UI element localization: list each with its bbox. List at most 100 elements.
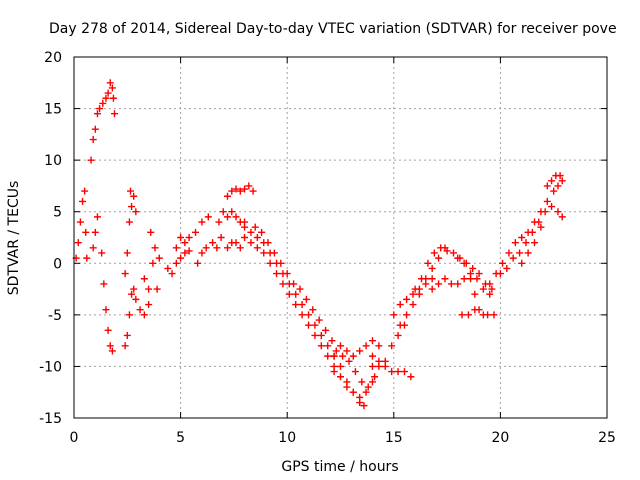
data-point: [132, 295, 140, 303]
data-point: [403, 295, 411, 303]
data-point: [82, 228, 90, 236]
data-point: [153, 285, 161, 293]
data-point: [155, 254, 163, 262]
data-point: [548, 203, 556, 211]
data-point: [111, 110, 119, 118]
data-point: [394, 331, 402, 339]
data-point: [93, 213, 101, 221]
data-point: [328, 337, 336, 345]
data-point: [554, 208, 562, 216]
data-point: [128, 203, 136, 211]
y-tick-label: 10: [44, 153, 62, 169]
data-point: [292, 301, 300, 309]
data-point: [236, 244, 244, 252]
data-point: [172, 259, 180, 267]
data-point: [332, 347, 340, 355]
x-tick-labels: 0 5 10 15 20 25: [70, 430, 616, 446]
data-point: [535, 218, 543, 226]
data-point: [473, 275, 481, 283]
data-point: [253, 234, 261, 241]
data-point: [305, 311, 313, 319]
data-point: [81, 187, 89, 195]
data-point: [400, 368, 408, 376]
data-point: [505, 249, 513, 257]
data-point: [518, 259, 526, 267]
x-tick-label: 0: [70, 430, 79, 446]
data-point: [418, 275, 426, 283]
y-axis-label: SDTVAR / TECUs: [6, 181, 22, 296]
y-tick-label: -15: [39, 411, 62, 427]
data-point: [192, 228, 200, 236]
data-point: [409, 290, 417, 298]
data-point: [245, 182, 253, 190]
data-point: [479, 285, 487, 293]
data-point: [428, 275, 436, 283]
data-point: [279, 280, 287, 288]
data-point: [87, 156, 95, 164]
data-point: [356, 347, 364, 355]
data-point: [249, 187, 257, 195]
data-point: [339, 352, 347, 360]
data-point: [475, 270, 483, 278]
x-tick-label: 20: [491, 430, 509, 446]
data-point: [283, 270, 291, 278]
data-point: [315, 316, 323, 324]
data-point: [358, 378, 366, 386]
data-point: [224, 213, 232, 221]
data-point: [100, 280, 108, 288]
data-point: [460, 275, 468, 283]
data-point: [251, 223, 259, 231]
data-point: [371, 373, 379, 381]
data-point: [149, 259, 157, 267]
data-point: [471, 306, 479, 314]
data-point: [516, 249, 524, 257]
y-tick-label: 0: [53, 256, 62, 272]
data-point: [241, 223, 249, 231]
data-point: [241, 234, 249, 241]
data-point: [469, 264, 477, 272]
x-tick-label: 10: [278, 430, 296, 446]
data-point: [121, 342, 129, 350]
data-point: [185, 234, 193, 241]
data-point: [102, 94, 110, 102]
data-point: [181, 239, 189, 247]
data-point: [424, 259, 432, 267]
data-point: [396, 321, 404, 329]
data-point: [99, 99, 107, 107]
data-point: [528, 228, 536, 236]
data-point: [499, 259, 507, 267]
data-point: [388, 342, 396, 350]
data-point: [403, 311, 411, 319]
data-point: [345, 357, 353, 365]
data-point: [428, 264, 436, 272]
data-point: [488, 285, 496, 293]
data-point: [449, 249, 457, 257]
data-point: [224, 244, 232, 252]
data-point: [194, 259, 202, 267]
data-point: [83, 254, 91, 262]
data-point: [181, 249, 189, 257]
data-point: [467, 270, 475, 278]
data-point: [343, 383, 351, 391]
data-point: [104, 326, 112, 334]
data-point: [430, 249, 438, 257]
data-point: [324, 352, 332, 360]
data-point: [258, 228, 266, 236]
data-point: [486, 290, 494, 298]
data-point: [437, 244, 445, 252]
y-tick-label: 20: [44, 50, 62, 66]
data-point: [296, 285, 304, 293]
data-point: [102, 306, 110, 314]
data-point: [311, 331, 319, 339]
data-point: [136, 306, 144, 314]
data-point: [490, 311, 498, 319]
data-point: [241, 185, 249, 193]
data-point: [130, 192, 138, 200]
data-point: [253, 244, 261, 252]
data-point: [140, 311, 148, 319]
data-point: [543, 182, 551, 190]
data-point: [247, 228, 255, 236]
data-point: [232, 239, 240, 247]
data-point: [213, 244, 221, 252]
